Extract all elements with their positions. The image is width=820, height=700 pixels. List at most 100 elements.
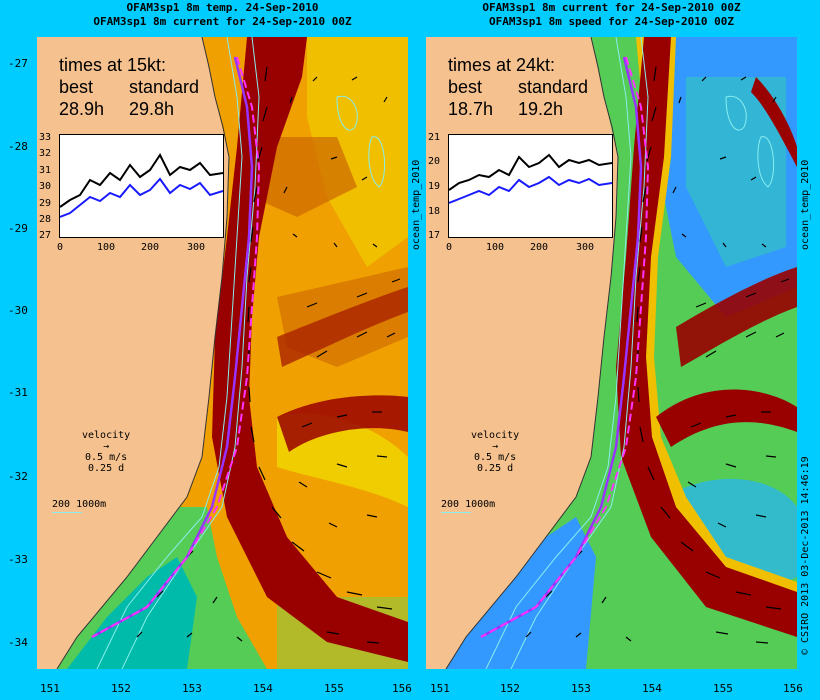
left-standard-label: standard bbox=[129, 77, 200, 97]
lon-tick: 154 bbox=[253, 682, 273, 695]
right-inset-ytick: 19 bbox=[428, 181, 441, 192]
slow-cyan-north bbox=[686, 77, 786, 267]
eddy-ring bbox=[277, 395, 408, 452]
right-title-line2: OFAM3sp1 8m speed for 24-Sep-2010 00Z bbox=[488, 15, 735, 28]
speed-map: times at 24kt: best standard 18.7h 19.2h… bbox=[426, 37, 797, 669]
velocity-duration: 0.25 d bbox=[88, 463, 125, 474]
seamount-contour-right bbox=[725, 95, 747, 131]
right-inset-xtick: 0 bbox=[446, 242, 453, 253]
current-core bbox=[212, 37, 408, 662]
velocity-arrow-icon: → bbox=[103, 441, 110, 452]
lat-tick: -33 bbox=[8, 553, 28, 566]
left-inset-xtick: 200 bbox=[141, 242, 160, 253]
left-standard-value: 29.8h bbox=[129, 99, 175, 119]
speed-red-ne bbox=[751, 77, 797, 167]
left-depth-legend-line bbox=[52, 512, 82, 513]
right-best-value: 18.7h bbox=[448, 99, 494, 119]
speed-band-ne bbox=[676, 267, 797, 367]
left-title: OFAM3sp1 8m temp. 24-Sep-2010 OFAM3sp1 8… bbox=[37, 1, 408, 29]
right-inset-svg bbox=[449, 153, 612, 204]
standard-route bbox=[91, 56, 254, 639]
right-depth-legend: 200 1000m bbox=[441, 499, 496, 510]
seamount-contour bbox=[336, 95, 358, 131]
lon-tick: 152 bbox=[500, 682, 520, 695]
right-inset-ytick: 20 bbox=[428, 156, 441, 167]
speed-map-svg bbox=[426, 37, 797, 669]
inset-line-best-right bbox=[449, 175, 612, 204]
inset-line-standard bbox=[60, 153, 223, 208]
lon-tick: 156 bbox=[392, 682, 412, 695]
left-inset-svg bbox=[60, 153, 223, 218]
temperature-map-svg bbox=[37, 37, 408, 669]
lon-tick: 153 bbox=[571, 682, 591, 695]
lat-tick: -28 bbox=[8, 140, 28, 153]
lon-tick: 151 bbox=[430, 682, 450, 695]
coastline-right bbox=[445, 37, 619, 669]
eddy-ring-north bbox=[277, 287, 408, 367]
right-inset-ytick: 17 bbox=[428, 230, 441, 241]
velocity-label: velocity bbox=[471, 430, 520, 441]
standard-route-right bbox=[480, 56, 643, 639]
credit-label: © CSIRO 2013 03-Dec-2013 14:46:19 bbox=[800, 456, 811, 655]
inset-line-best bbox=[60, 177, 223, 218]
left-inset-xtick: 0 bbox=[57, 242, 64, 253]
lon-tick: 155 bbox=[324, 682, 344, 695]
isobath-200 bbox=[96, 37, 243, 669]
lat-tick: -30 bbox=[8, 304, 28, 317]
speed-eddy-arc bbox=[656, 389, 797, 447]
lon-tick: 151 bbox=[40, 682, 60, 695]
lon-tick: 154 bbox=[642, 682, 662, 695]
left-inset-ytick: 31 bbox=[39, 165, 52, 176]
lon-tick: 152 bbox=[111, 682, 131, 695]
velocity-arrows bbox=[136, 66, 401, 644]
left-inset-chart bbox=[59, 134, 224, 238]
velocity-label: velocity bbox=[82, 430, 131, 441]
velocity-arrow-icon: → bbox=[492, 441, 499, 452]
right-inset-xtick: 300 bbox=[576, 242, 595, 253]
right-title-line1: OFAM3sp1 8m current for 24-Sep-2010 00Z bbox=[482, 1, 741, 14]
left-side-label: ocean_temp_2010 bbox=[411, 159, 422, 250]
left-inset-ytick: 32 bbox=[39, 148, 52, 159]
right-inset-xtick: 100 bbox=[486, 242, 505, 253]
slow-blue-south bbox=[446, 517, 596, 669]
left-inset-ytick: 27 bbox=[39, 230, 52, 241]
isobath-200-right bbox=[485, 37, 632, 669]
right-best-label: best bbox=[448, 77, 483, 97]
right-inset-ytick: 21 bbox=[428, 132, 441, 143]
left-best-label: best bbox=[59, 77, 94, 97]
lon-tick: 155 bbox=[713, 682, 733, 695]
right-depth-legend-line bbox=[441, 512, 471, 513]
right-standard-label: standard bbox=[518, 77, 589, 97]
velocity-speed: 0.5 m/s bbox=[474, 452, 517, 463]
left-inset-xtick: 100 bbox=[97, 242, 116, 253]
right-title: OFAM3sp1 8m current for 24-Sep-2010 00Z … bbox=[426, 1, 797, 29]
inset-line-standard-right bbox=[449, 153, 612, 191]
ocean-warm-east bbox=[307, 37, 408, 267]
right-side-label: ocean_temp_2010 bbox=[800, 159, 811, 250]
left-best-value: 28.9h bbox=[59, 99, 105, 119]
lat-tick: -34 bbox=[8, 636, 28, 649]
lat-tick: -32 bbox=[8, 470, 28, 483]
right-inset-xtick: 200 bbox=[530, 242, 549, 253]
left-inset-ytick: 28 bbox=[39, 214, 52, 225]
seamount-contour-right-2 bbox=[757, 136, 775, 188]
coastline bbox=[56, 37, 230, 669]
right-inset-chart bbox=[448, 134, 613, 238]
left-inset-ytick: 33 bbox=[39, 132, 52, 143]
left-inset-ytick: 29 bbox=[39, 198, 52, 209]
lon-tick: 156 bbox=[783, 682, 803, 695]
lon-tick: 153 bbox=[182, 682, 202, 695]
right-velocity-legend: velocity → 0.5 m/s 0.25 d bbox=[471, 430, 519, 474]
velocity-speed: 0.5 m/s bbox=[85, 452, 128, 463]
right-inset-ytick: 18 bbox=[428, 206, 441, 217]
velocity-duration: 0.25 d bbox=[477, 463, 514, 474]
velocity-arrows-right bbox=[525, 66, 790, 644]
lat-tick: -31 bbox=[8, 386, 28, 399]
right-standard-value: 19.2h bbox=[518, 99, 564, 119]
left-depth-legend: 200 1000m bbox=[52, 499, 107, 510]
left-inset-xtick: 300 bbox=[187, 242, 206, 253]
left-velocity-legend: velocity → 0.5 m/s 0.25 d bbox=[82, 430, 130, 474]
left-inset-ytick: 30 bbox=[39, 181, 52, 192]
left-title-line1: OFAM3sp1 8m temp. 24-Sep-2010 bbox=[126, 1, 319, 14]
left-times-title: times at 15kt: bbox=[59, 55, 167, 75]
